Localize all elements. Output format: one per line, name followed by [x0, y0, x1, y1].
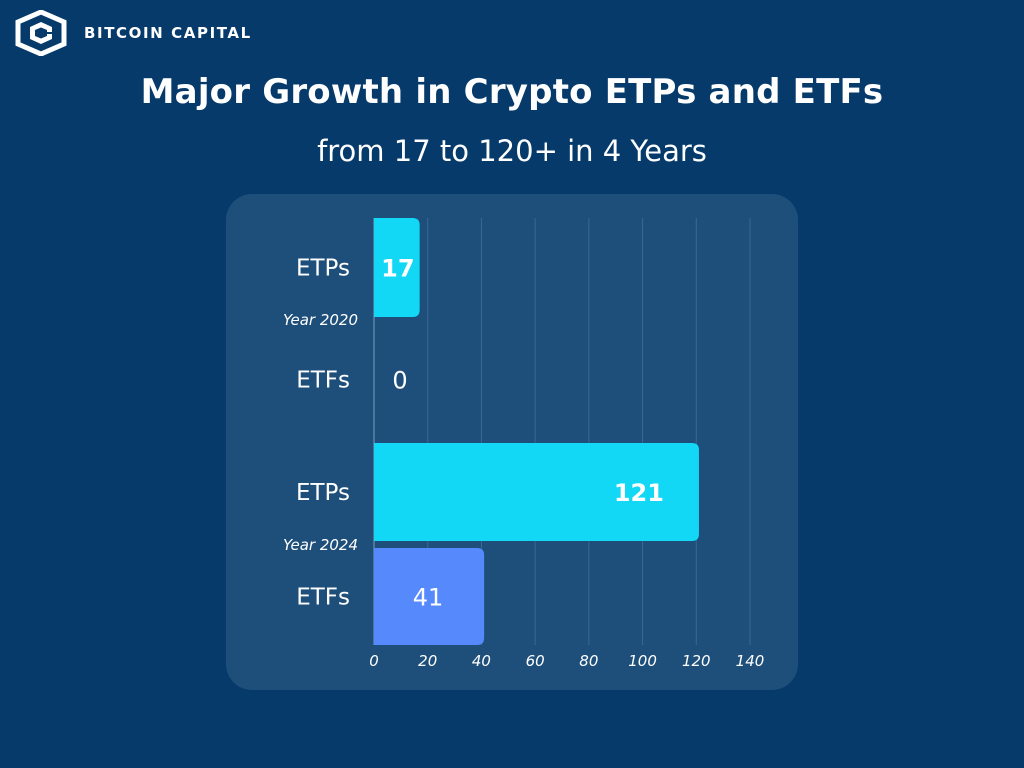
x-tick-label: 0: [369, 652, 379, 670]
x-tick-label: 140: [736, 652, 765, 670]
x-tick-label: 40: [472, 652, 491, 670]
brand: BITCOIN CAPITAL: [14, 10, 252, 56]
page-subtitle: from 17 to 120+ in 4 Years: [317, 134, 707, 168]
category-label: ETPs: [296, 256, 350, 282]
x-tick-label: 80: [579, 652, 598, 670]
page-title: Major Growth in Crypto ETPs and ETFs: [140, 72, 884, 112]
x-tick-label: 20: [418, 652, 437, 670]
data-label: 41: [413, 584, 444, 612]
data-label: 0: [392, 367, 407, 395]
bar-etps-2020: [374, 218, 420, 317]
x-tick-label: 120: [682, 652, 711, 670]
brand-name: BITCOIN CAPITAL: [84, 24, 252, 42]
data-label: 17: [381, 255, 414, 283]
year-label: Year 2020: [283, 311, 358, 329]
x-tick-label: 60: [526, 652, 545, 670]
x-tick-label: 100: [628, 652, 657, 670]
data-label: 121: [614, 479, 664, 507]
category-label: ETFs: [296, 368, 350, 394]
bar-etfs-2024: [374, 548, 485, 645]
category-label: ETFs: [296, 585, 350, 611]
year-label: Year 2024: [283, 536, 358, 554]
hexagon-c-logo-icon: [15, 10, 67, 56]
chart-panel: [226, 194, 798, 690]
category-label: ETPs: [296, 480, 350, 506]
bar-etps-2024: [374, 443, 699, 541]
